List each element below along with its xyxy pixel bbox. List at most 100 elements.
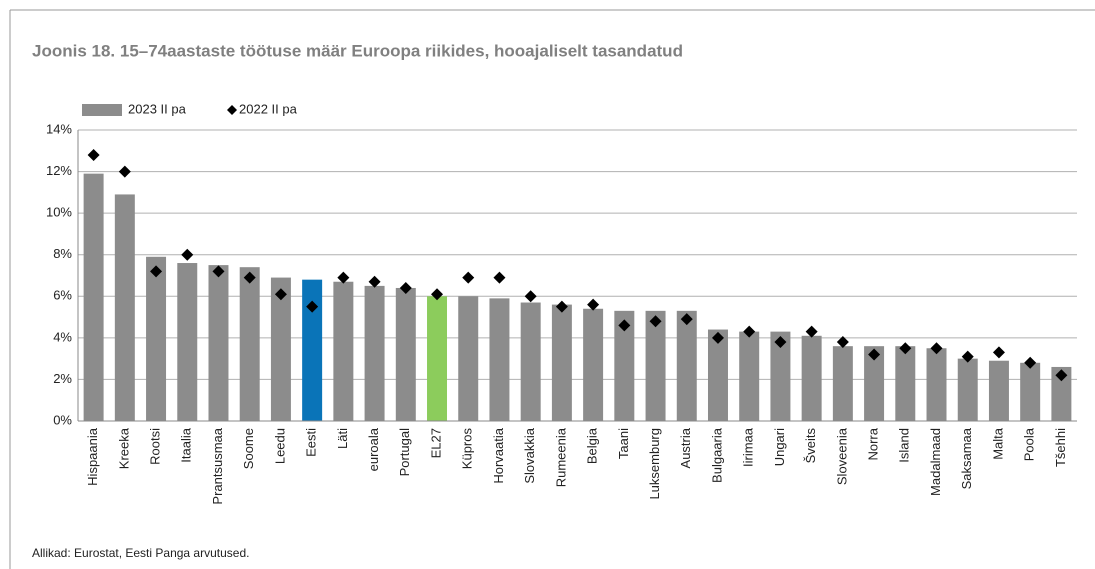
bar <box>707 329 728 421</box>
marker <box>992 346 1005 359</box>
marker <box>774 336 787 349</box>
bar <box>957 358 978 421</box>
bar <box>520 302 541 421</box>
x-tick-label: Luksemburg <box>647 428 662 500</box>
bar <box>676 310 697 421</box>
marker <box>399 281 412 294</box>
x-tick-label: Rumeenia <box>553 427 568 487</box>
marker <box>805 325 818 338</box>
marker <box>87 148 100 161</box>
x-tick-label: Portugal <box>397 428 412 477</box>
marker <box>961 350 974 363</box>
bar <box>177 263 198 421</box>
x-tick-label: Bulgaaria <box>709 427 724 483</box>
x-tick-label: Sloveenia <box>834 427 849 485</box>
marker <box>649 315 662 328</box>
marker <box>868 348 881 361</box>
y-tick-label: 2% <box>53 371 72 386</box>
x-tick-label: Madalmaad <box>928 428 943 496</box>
x-tick-label: Austria <box>678 427 693 468</box>
x-tick-label: Slovakkia <box>522 427 537 483</box>
marker <box>462 271 475 284</box>
marker <box>680 313 693 326</box>
bar <box>302 279 323 421</box>
bar <box>239 267 260 421</box>
marker <box>899 342 912 355</box>
legend-label: 2022 II pa <box>239 101 298 116</box>
x-tick-label: Saksamaa <box>959 427 974 489</box>
x-tick-label: EL27 <box>428 428 443 458</box>
x-tick-label: Rootsi <box>147 428 162 465</box>
marker <box>524 290 537 303</box>
x-tick-label: Taani <box>616 428 631 459</box>
x-tick-label: Läti <box>335 428 350 449</box>
marker <box>306 300 319 313</box>
x-tick-label: Hispaania <box>85 427 100 486</box>
x-tick-label: Belgia <box>585 427 600 464</box>
bar <box>1051 366 1072 421</box>
marker <box>1055 369 1068 382</box>
y-tick-label: 14% <box>46 121 72 136</box>
x-tick-label: Prantsusmaa <box>210 427 225 504</box>
marker <box>150 265 163 278</box>
x-tick-label: Leedu <box>272 428 287 464</box>
marker <box>431 288 444 301</box>
x-tick-label: Ungari <box>772 428 787 466</box>
bar <box>208 265 229 421</box>
bar <box>270 277 291 421</box>
bar <box>864 346 885 421</box>
chart-title: Joonis 18. 15–74aastaste töötuse määr Eu… <box>32 41 683 60</box>
bar <box>801 335 822 421</box>
x-tick-label: Eesti <box>304 428 319 457</box>
bar <box>83 173 104 421</box>
legend-label: 2023 II pa <box>128 101 187 116</box>
bar <box>739 331 760 421</box>
marker <box>587 298 600 311</box>
y-tick-label: 12% <box>46 163 72 178</box>
bar <box>427 296 448 421</box>
marker <box>1024 356 1037 369</box>
bar <box>614 310 635 421</box>
source: Allikad: Eurostat, Eesti Panga arvutused… <box>32 546 249 560</box>
x-tick-label: Soome <box>241 428 256 469</box>
bar <box>114 194 135 421</box>
marker <box>274 288 287 301</box>
x-tick-label: Horvaatia <box>491 427 506 483</box>
y-tick-label: 8% <box>53 246 72 261</box>
marker <box>711 331 724 344</box>
bar <box>395 287 416 421</box>
marker <box>743 325 756 338</box>
x-tick-label: Kreeka <box>116 427 131 469</box>
bar <box>458 296 479 421</box>
y-tick-label: 0% <box>53 412 72 427</box>
legend-swatch <box>82 104 122 116</box>
x-tick-label: Tšehhi <box>1053 428 1068 467</box>
marker <box>836 336 849 349</box>
legend-swatch <box>227 105 237 115</box>
bar <box>832 346 853 421</box>
bar <box>770 331 791 421</box>
x-tick-label: euroala <box>366 427 381 471</box>
bar <box>645 310 666 421</box>
bar <box>551 304 572 421</box>
marker <box>618 319 631 332</box>
marker <box>337 271 350 284</box>
bar <box>489 298 510 421</box>
marker <box>181 248 194 261</box>
marker <box>118 165 131 178</box>
x-tick-label: Malta <box>990 427 1005 460</box>
marker <box>930 342 943 355</box>
bar <box>583 308 604 421</box>
marker <box>493 271 506 284</box>
bar <box>988 360 1009 421</box>
x-tick-label: Iirimaa <box>741 427 756 467</box>
marker <box>368 275 381 288</box>
x-tick-label: Šveits <box>803 428 818 464</box>
x-tick-label: Island <box>897 428 912 463</box>
bar <box>926 348 947 421</box>
bar <box>364 285 385 421</box>
x-tick-label: Küpros <box>460 428 475 470</box>
bar <box>146 256 167 421</box>
